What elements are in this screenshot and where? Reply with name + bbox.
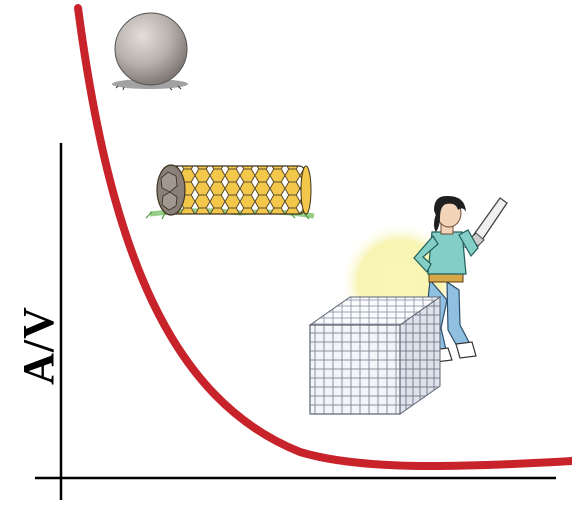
av-curve bbox=[74, 4, 572, 471]
cube-icon bbox=[308, 296, 442, 415]
sphere-icon bbox=[112, 12, 188, 91]
y-axis-label-text: A/V bbox=[13, 305, 63, 385]
nanotube-icon bbox=[145, 164, 315, 220]
y-axis-label: A/V bbox=[8, 300, 68, 390]
